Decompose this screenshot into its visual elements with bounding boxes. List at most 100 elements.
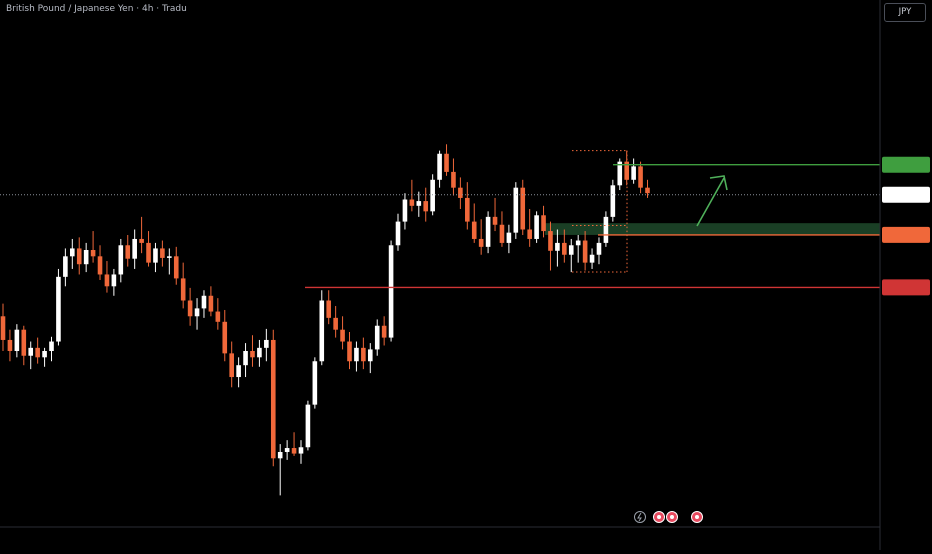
candle-body xyxy=(111,274,117,287)
candle-body xyxy=(402,199,408,222)
current-price-tag-bg xyxy=(882,186,930,203)
candle-body xyxy=(277,451,283,459)
candle-body xyxy=(70,248,75,257)
candle-body xyxy=(416,201,422,206)
projection-arrow-head xyxy=(709,175,728,191)
candle-body xyxy=(125,245,131,259)
candle-body xyxy=(139,238,144,243)
candle-body xyxy=(555,242,560,251)
candle-body xyxy=(395,221,401,246)
candle-body xyxy=(201,295,207,309)
candle-body xyxy=(7,339,13,351)
candle-body xyxy=(250,350,255,358)
candle-body xyxy=(596,242,602,255)
candle-body xyxy=(243,350,248,366)
candle-body xyxy=(215,311,221,322)
candle-body xyxy=(589,254,595,263)
buy-entry-price-tag-bg xyxy=(882,226,930,243)
news-icon[interactable] xyxy=(653,511,665,523)
candle-body xyxy=(21,329,27,356)
candle-body xyxy=(42,350,47,358)
candle-body xyxy=(319,300,325,362)
candle-body xyxy=(187,300,193,317)
candle-body xyxy=(180,278,186,301)
candle-body xyxy=(56,276,61,342)
candle-body xyxy=(49,341,54,351)
candle-body xyxy=(645,187,650,194)
candle-body xyxy=(610,185,616,217)
candle-body xyxy=(437,153,442,180)
event-icon[interactable] xyxy=(691,511,703,523)
event-icon-dot xyxy=(695,515,699,519)
candle-body xyxy=(257,347,262,358)
candle-body xyxy=(173,256,179,279)
candle-body xyxy=(381,325,387,338)
candle-body xyxy=(388,245,394,338)
candle-body xyxy=(478,238,484,247)
candle-body xyxy=(340,329,345,342)
candle-body xyxy=(458,187,463,198)
lightning-icon-glyph xyxy=(637,512,642,522)
candle-body xyxy=(298,447,304,454)
candle-body xyxy=(97,256,103,275)
candle-body xyxy=(603,216,609,243)
candle-body xyxy=(527,229,532,239)
candle-body xyxy=(354,347,359,362)
flag-icon[interactable] xyxy=(666,511,678,523)
candle-body xyxy=(520,187,526,230)
candle-body xyxy=(28,347,34,356)
candle-body xyxy=(568,245,574,255)
candle-body xyxy=(312,361,318,405)
currency-button[interactable]: JPY xyxy=(884,3,926,22)
candle-body xyxy=(222,321,228,354)
candle-body xyxy=(638,166,643,188)
lightning-icon-circle xyxy=(634,511,646,523)
candle-body xyxy=(631,166,636,180)
news-icon-dot xyxy=(657,515,661,519)
candle-body xyxy=(541,215,546,232)
projection-arrow-shaft xyxy=(696,177,725,227)
buy-zone xyxy=(545,223,880,235)
candle-body xyxy=(118,245,124,275)
candle-body xyxy=(35,347,40,358)
candle-body xyxy=(499,224,505,243)
candle-body xyxy=(430,179,435,212)
candle-body xyxy=(153,248,158,263)
candle-body xyxy=(465,197,470,222)
candle-body xyxy=(409,199,415,206)
candle-body xyxy=(160,248,165,258)
candle-body xyxy=(506,232,512,243)
candle-body xyxy=(451,171,456,188)
candle-body xyxy=(14,329,20,351)
take-profit-price-tag-bg xyxy=(882,156,930,173)
candle-body xyxy=(194,308,200,317)
candle-body xyxy=(485,216,491,247)
candle-body xyxy=(423,201,429,212)
candle-body xyxy=(0,316,6,340)
candle-body xyxy=(513,187,519,233)
candle-body xyxy=(444,153,449,172)
candle-body xyxy=(617,161,623,186)
candle-body xyxy=(305,404,311,448)
candle-body xyxy=(208,295,214,312)
candle-body xyxy=(562,242,567,255)
candle-body xyxy=(361,347,366,362)
candle-body xyxy=(326,300,332,318)
candle-body xyxy=(236,365,241,378)
candle-body xyxy=(90,250,96,257)
candle-body xyxy=(264,339,269,348)
candle-body xyxy=(63,256,68,277)
candle-body xyxy=(582,240,588,263)
candle-body xyxy=(83,250,89,265)
candle-body xyxy=(291,448,297,454)
candle-body xyxy=(76,248,82,265)
candle-body xyxy=(534,215,539,239)
candle-body xyxy=(367,349,373,362)
candle-body xyxy=(548,231,553,251)
candle-body xyxy=(471,221,477,239)
flag-icon-dot xyxy=(670,515,674,519)
lightning-icon[interactable] xyxy=(634,511,646,523)
candle-body xyxy=(575,240,581,246)
